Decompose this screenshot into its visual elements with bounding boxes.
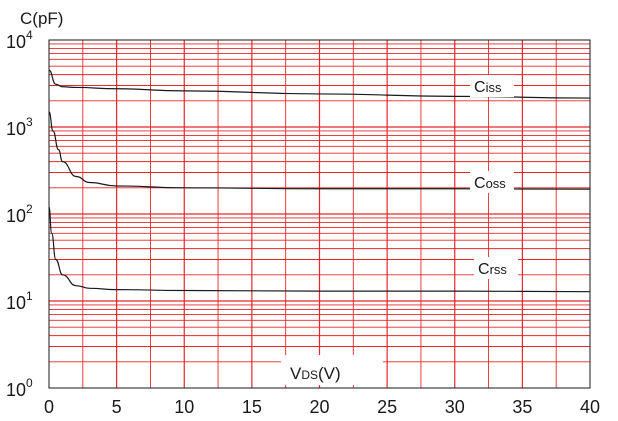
series-label-background bbox=[470, 75, 514, 97]
plot-frame bbox=[48, 39, 591, 389]
x-tick-label: 30 bbox=[445, 397, 465, 417]
x-tick-label: 20 bbox=[309, 397, 329, 417]
x-tick-labels: 0 5 10 15 20 25 30 35 40 bbox=[44, 397, 600, 417]
y-tick-label: 103 bbox=[6, 115, 33, 139]
x-tick-label: 15 bbox=[242, 397, 262, 417]
curve-coss bbox=[48, 111, 591, 190]
y-axis-label: C(pF) bbox=[20, 9, 63, 28]
series-label-background bbox=[474, 257, 518, 279]
series-label-crss: Crss bbox=[478, 261, 507, 278]
curve-crss bbox=[48, 206, 591, 293]
x-axis-label-unit: (V) bbox=[318, 364, 341, 383]
series-label-coss: Coss bbox=[474, 175, 506, 192]
x-axis-label-main: V bbox=[290, 364, 302, 383]
curve-ciss bbox=[48, 69, 591, 99]
series-label-ciss: Ciss bbox=[474, 79, 502, 96]
y-tick-label: 101 bbox=[6, 289, 33, 313]
x-tick-label: 35 bbox=[512, 397, 532, 417]
x-axis-label-group: VDS(V) bbox=[281, 355, 383, 385]
x-tick-label: 40 bbox=[580, 397, 600, 417]
x-axis-label-background bbox=[281, 355, 383, 385]
y-tick-label: 100 bbox=[6, 376, 33, 400]
x-axis-label-sub: DS bbox=[301, 368, 318, 382]
x-axis-label: VDS(V) bbox=[290, 364, 341, 383]
x-tick-label: 25 bbox=[377, 397, 397, 417]
series-label-background bbox=[470, 171, 514, 193]
curves bbox=[48, 69, 591, 293]
y-tick-label: 104 bbox=[6, 28, 33, 52]
grid bbox=[49, 40, 590, 388]
x-tick-label: 10 bbox=[174, 397, 194, 417]
series-labels: Ciss Coss Crss bbox=[470, 75, 518, 279]
x-tick-label: 5 bbox=[112, 397, 122, 417]
y-tick-labels: 100 101 102 103 104 bbox=[6, 28, 33, 400]
y-tick-label: 102 bbox=[6, 202, 33, 226]
x-tick-label: 0 bbox=[44, 397, 54, 417]
